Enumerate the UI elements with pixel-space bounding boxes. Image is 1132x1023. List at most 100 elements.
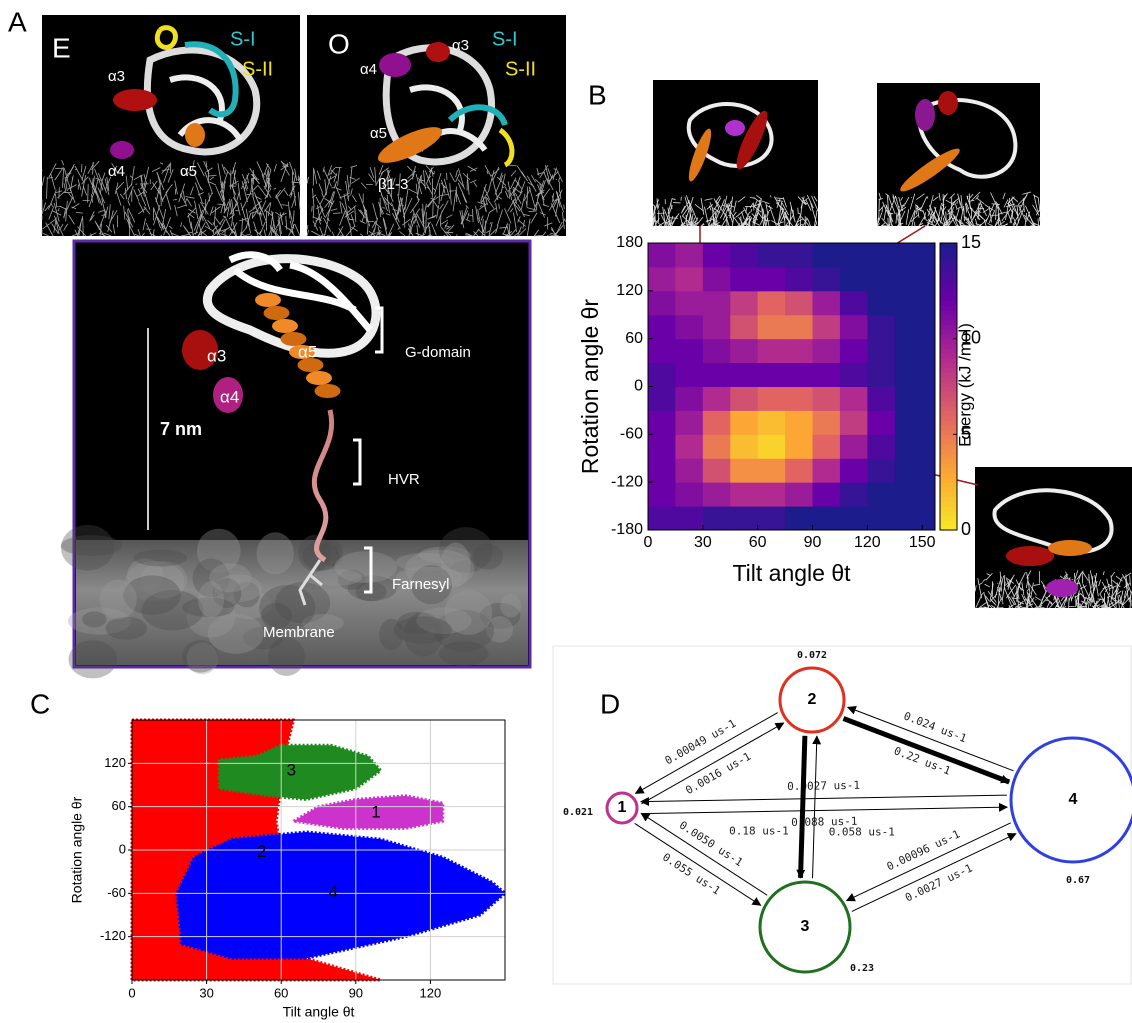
lipid [409,200,420,214]
lipid [1117,595,1120,609]
lipid [207,174,217,177]
lipid [151,167,161,173]
lipid [199,186,204,191]
lipid [330,191,336,205]
lipid [275,211,283,218]
lipid [1097,603,1105,609]
lipid [997,587,1000,609]
lipid [62,167,65,188]
lipid [1110,587,1114,603]
lipid [187,212,195,219]
lipid [686,213,691,227]
colorbar-step [940,247,957,254]
lipid [751,213,758,221]
lipid [958,198,961,205]
lipid [444,224,450,228]
colorbar-step [940,515,957,522]
lipid [263,163,269,176]
lipid [533,201,538,212]
lipid [77,226,87,237]
lipid [494,174,504,195]
protein-ribbon [992,488,1114,554]
lipid [200,230,208,237]
helix-label: α4 [220,387,239,406]
lipid [372,203,378,220]
colorbar-step [940,415,957,421]
heat-cell [648,386,676,411]
lipid [267,180,272,191]
lipid [988,209,996,223]
lipid [297,175,301,186]
panel-label: C [30,688,50,719]
colorbar-step [940,496,957,502]
lipid [754,202,761,224]
lipid [440,226,449,237]
lipid [182,190,186,200]
lipid [526,175,537,192]
lipid [237,183,241,201]
heat-cell [675,506,704,531]
heat-cell [675,482,704,507]
lipid [188,231,193,234]
lipid [940,205,948,224]
lipid [970,224,976,227]
lipid [984,595,990,602]
heat-cell [812,434,841,459]
lipid [184,198,188,204]
lipid [214,216,221,226]
lipid [186,198,192,207]
lipid [229,222,238,237]
lipid [63,168,69,184]
lipid [743,221,751,227]
lipid [264,209,274,217]
lipid [44,205,50,212]
lipid [991,605,995,609]
colorbar-step [940,410,957,416]
membrane-blob [440,542,471,588]
membrane-blob [395,552,456,572]
lipid [180,222,183,227]
lipid [444,231,454,234]
lipid [281,204,289,206]
lipid [277,212,285,222]
heat-cell [922,434,936,459]
lipid [1037,218,1039,227]
heat-cell [894,386,923,411]
colorbar-step [940,477,957,483]
y-tick-label: 60 [625,330,643,347]
lipid [777,211,784,226]
lipid [1110,575,1113,589]
lipid [345,193,350,195]
heat-cell [839,434,868,459]
transition-arrow [639,794,1007,807]
lipid [965,221,971,227]
colorbar-label: Energy (kJ /mol) [955,323,974,447]
lipid [74,165,84,182]
lipid [511,200,521,212]
lipid [1099,594,1109,609]
helix [255,293,341,398]
x-tick-label: 90 [349,985,363,1000]
lipid [441,179,446,194]
lipid [814,210,818,227]
lipid [99,210,107,228]
lipid [138,201,145,213]
lipid [338,227,344,237]
lipid [261,174,267,186]
lipid [127,200,131,206]
heat-cell [839,482,868,507]
lipid [1052,593,1060,609]
lipid [657,203,660,210]
helix-label: α4 [360,61,377,78]
lipid [223,166,232,177]
lipid [660,214,668,227]
lipid [540,179,546,194]
lipid [75,211,83,214]
lipid [264,190,270,200]
lipid [440,186,445,202]
lipid [263,229,267,237]
membrane-blob [312,569,362,586]
lipid [539,212,546,216]
heat-cell [757,362,786,387]
lipid [250,210,259,214]
